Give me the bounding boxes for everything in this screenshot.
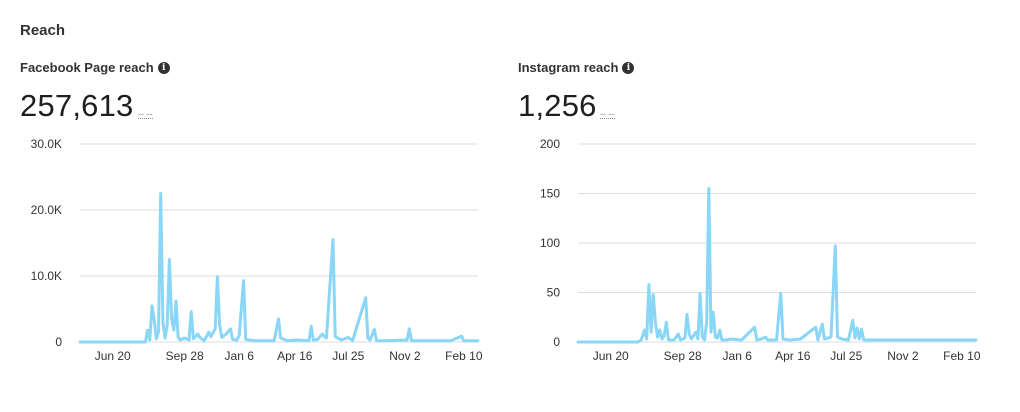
section-title: Reach: [20, 22, 66, 39]
x-tick-label: Apr 16: [775, 349, 811, 362]
x-tick-label: Nov 2: [887, 349, 919, 362]
info-icon[interactable]: i: [157, 61, 170, 74]
y-tick-label: 30.0K: [31, 137, 62, 151]
x-tick-label: Jun 20: [95, 349, 131, 362]
x-tick-label: Feb 10: [943, 349, 981, 362]
metric-value: 1,256: [518, 88, 597, 123]
x-tick-label: Jan 6: [723, 349, 753, 362]
metric-label: Facebook Page reach i: [20, 60, 170, 75]
y-tick-label: 0: [55, 335, 62, 349]
y-tick-label: 50: [547, 286, 561, 300]
instagram-reach-panel: Instagram reach i 1,256 -- -- 0 50 100 150 2…: [518, 60, 988, 380]
x-tick-label: Jan 6: [225, 349, 255, 362]
y-tick-label: 10.0K: [31, 269, 62, 283]
y-tick-label: 200: [540, 137, 560, 151]
x-tick-label: Sep 28: [166, 349, 204, 362]
metric-label: Instagram reach i: [518, 60, 635, 75]
metric-delta[interactable]: -- --: [600, 109, 615, 119]
x-tick-label: Jul 25: [332, 349, 364, 362]
x-tick-label: Apr 16: [277, 349, 313, 362]
metric-label-text: Facebook Page reach: [20, 60, 154, 75]
series-line[interactable]: [78, 192, 480, 344]
y-tick-label: 100: [540, 236, 560, 250]
x-tick-label: Nov 2: [389, 349, 421, 362]
x-tick-label: Feb 10: [445, 349, 483, 362]
y-tick-label: 20.0K: [31, 203, 62, 217]
series-line[interactable]: [576, 187, 978, 344]
metric-label-text: Instagram reach: [518, 60, 619, 75]
facebook-reach-panel: Facebook Page reach i 257,613 -- -- 0 10.…: [20, 60, 490, 380]
y-tick-label: 150: [540, 187, 560, 201]
metric-value: 257,613: [20, 88, 134, 123]
y-tick-label: 0: [553, 335, 560, 349]
x-tick-label: Sep 28: [664, 349, 702, 362]
facebook-reach-chart: 0 10.0K 20.0K 30.0K Jun 20 Sep 28 Jan 6 Apr 16 J…: [31, 137, 483, 362]
instagram-reach-chart: 0 50 100 150 200 Jun 20 Sep 28 Jan 6 Apr 16 Jul 2…: [540, 137, 981, 362]
metric-delta[interactable]: -- --: [138, 109, 153, 119]
x-tick-label: Jun 20: [593, 349, 629, 362]
info-icon[interactable]: i: [622, 61, 635, 74]
x-tick-label: Jul 25: [830, 349, 862, 362]
